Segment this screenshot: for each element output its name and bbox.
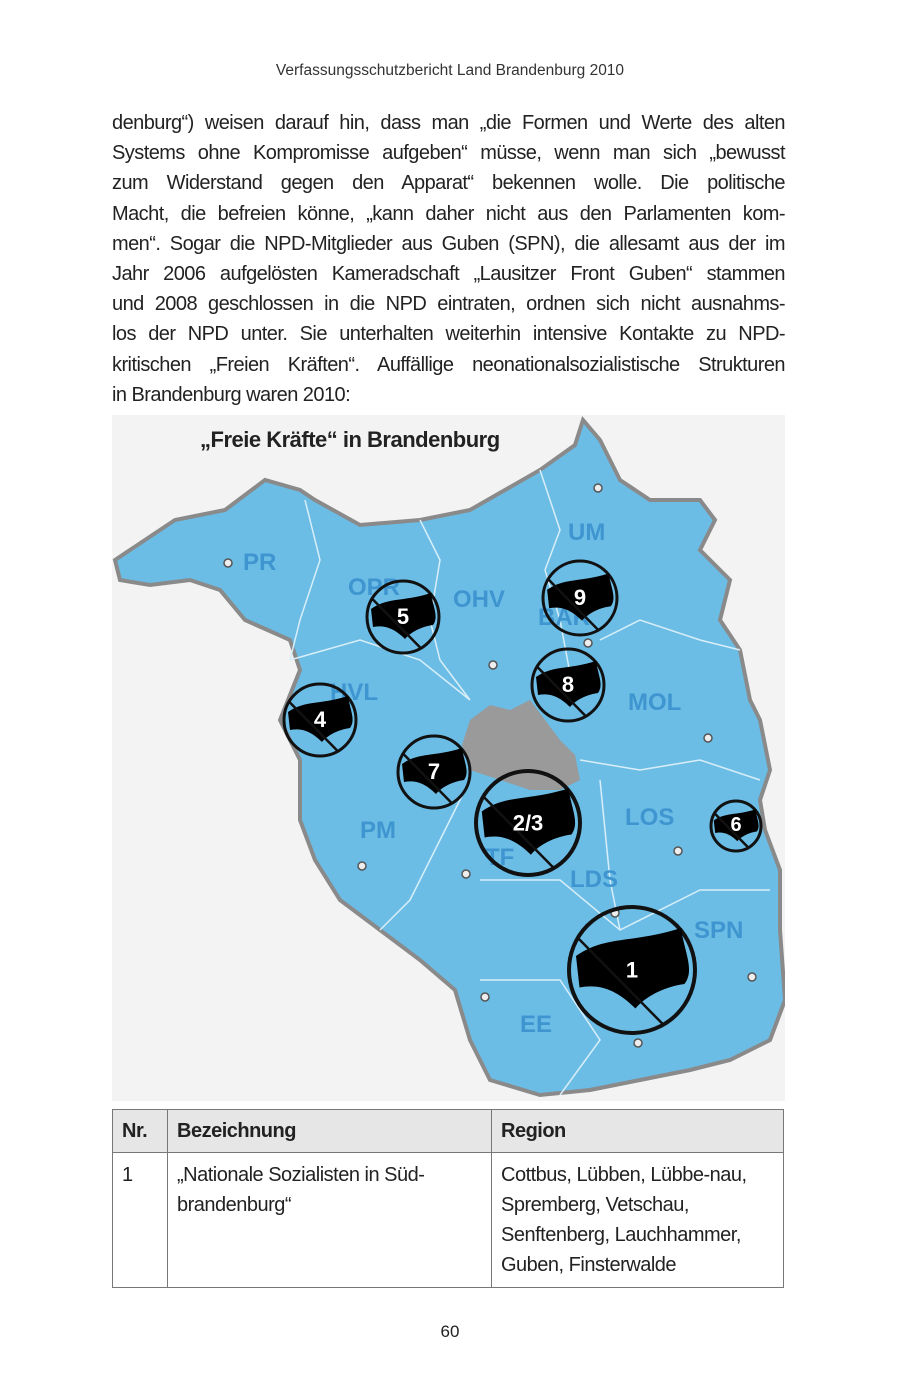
text-line: Systems ohne Kompromisse aufgeben“ müsse… [112,142,786,165]
header-region: Region [491,1109,784,1153]
black-flag-icon [288,696,353,742]
region-label-ohv: OHV [453,586,505,613]
table-header-row: Nr. Bezeichnung Region [112,1109,784,1153]
svg-text:9: 9 [574,585,586,610]
crossed-flag-marker-6: 6 [709,799,763,853]
region-label-spn: SPN [694,917,743,944]
city-dot [488,660,498,670]
city-dot [223,558,233,568]
page-number: 60 [440,1322,460,1341]
cell-nr: 1 [112,1152,168,1288]
black-flag-icon [576,928,690,1009]
black-flag-icon [481,788,576,855]
running-header: Verfassungsschutzbericht Land Brandenbur… [275,62,625,79]
svg-text:1: 1 [626,958,638,983]
city-dot [703,733,713,743]
crossed-flag-marker-9: 9 [541,559,619,637]
text-line: denburg“) weisen darauf hin, dass man „d… [112,112,786,134]
berlin-area [462,700,580,790]
region-label-mol: MOL [628,689,681,716]
text-line: kritischen „Freien Kräften“. Auffällige … [112,353,786,376]
region-label-ee: EE [520,1011,552,1038]
crossed-flag-marker-7: 7 [396,734,472,810]
header-nr: Nr. [112,1109,168,1153]
city-dot [673,846,683,856]
city-dot [633,1038,643,1048]
black-flag-icon [402,748,467,794]
crossed-flag-marker-2-3: 2/3 [474,769,582,877]
black-flag-icon [536,661,601,707]
svg-text:7: 7 [428,759,440,784]
region-label-um: UM [568,519,605,546]
header-bezeichnung: Bezeichnung [167,1109,492,1153]
text-line: men“. Sogar die NPD-Mitglieder aus Guben… [112,232,786,255]
cell-name: „Nationale Sozialisten in Süd-brandenbur… [167,1152,492,1288]
svg-text:8: 8 [562,672,574,697]
region-label-los: LOS [625,804,674,831]
city-dot [461,869,471,879]
text-line: los der NPD unter. Sie unterhalten weite… [112,323,786,346]
text-line: Jahr 2006 aufgelösten Kameradschaft „Lau… [112,262,786,285]
svg-text:4: 4 [314,707,327,732]
city-dot [583,638,593,648]
city-dot [357,861,367,871]
crossed-flag-marker-8: 8 [530,647,606,723]
text-line: Macht, die befreien könne, „kann daher n… [112,202,786,225]
cell-region: Cottbus, Lübben, Lübbe-nau, Spremberg, V… [491,1152,784,1288]
black-flag-icon [371,593,436,639]
text-line: und 2008 geschlossen in die NPD eintrate… [112,293,786,316]
region-label-pm: PM [360,817,396,844]
black-flag-icon [713,809,759,842]
map-title: „Freie Kräfte“ in Brandenburg [200,427,500,452]
region-label-pr: PR [243,549,276,576]
text-line: zum Widerstand gegen den Apparat“ bekenn… [112,172,786,195]
city-dot [480,992,490,1002]
text-line: in Brandenburg waren 2010: [112,383,351,406]
black-flag-icon [547,573,614,621]
body-paragraph: denburg“) weisen darauf hin, dass man „d… [112,108,786,410]
table-row: 1 „Nationale Sozialisten in Süd-brandenb… [112,1152,784,1288]
crossed-flag-marker-4: 4 [282,682,358,758]
region-label-lds: LDS [570,866,618,893]
svg-text:6: 6 [730,814,741,836]
city-dot [593,483,603,493]
crossed-flag-marker-5: 5 [365,579,441,655]
svg-text:5: 5 [397,604,409,629]
crossed-flag-marker-1: 1 [567,905,697,1035]
brandenburg-map: PR OPR OHV UM BAR HVL MOL PM TF LOS LDS SPN EE 1 2/3… [112,415,785,1101]
structures-table: Nr. Bezeichnung Region 1 „Nationale Sozi… [112,1109,784,1288]
svg-text:2/3: 2/3 [513,811,544,836]
city-dot [747,972,757,982]
